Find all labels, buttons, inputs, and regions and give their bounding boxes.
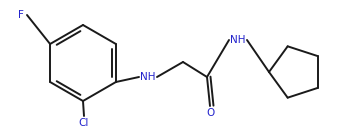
Text: NH: NH	[140, 72, 156, 82]
Text: F: F	[18, 10, 24, 20]
Text: Cl: Cl	[79, 118, 89, 128]
Text: O: O	[206, 108, 214, 118]
Text: NH: NH	[230, 35, 246, 45]
